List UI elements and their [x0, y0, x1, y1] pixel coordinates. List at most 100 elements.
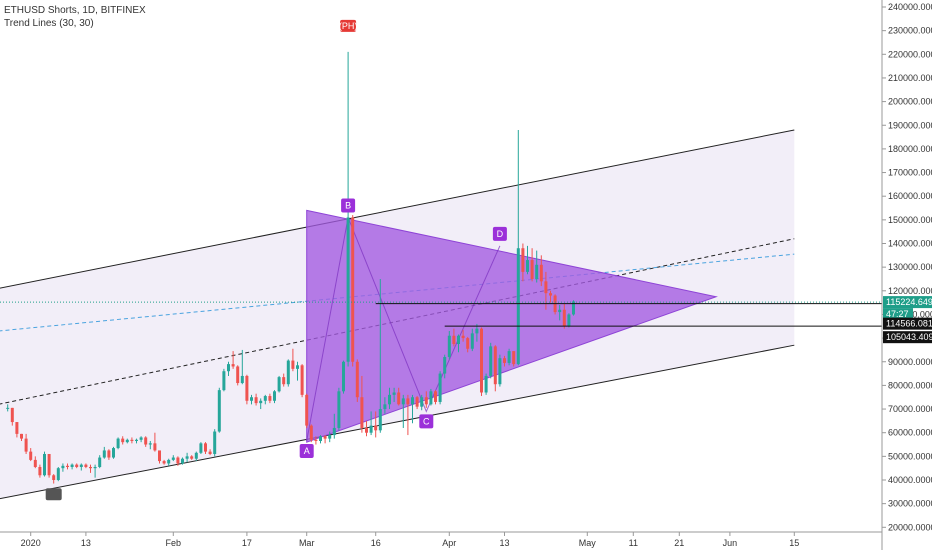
candle-body [70, 464, 74, 467]
candle-body [438, 373, 442, 402]
candle [355, 359, 359, 402]
candle-body [20, 433, 23, 439]
candle-body [89, 466, 92, 469]
last-price-label: 115224.6497 [886, 297, 932, 307]
candle [365, 420, 368, 437]
candle-body [176, 457, 180, 464]
candle-body [461, 335, 465, 339]
candle [93, 464, 97, 478]
candle-body [263, 396, 267, 401]
candle-body [420, 397, 424, 407]
candle [240, 349, 244, 385]
candle [273, 390, 276, 404]
candle-body [475, 328, 479, 334]
candle-body [79, 464, 83, 467]
candle [176, 456, 180, 466]
candle-body [282, 377, 286, 385]
candle [20, 433, 23, 441]
candle-body [562, 309, 566, 327]
ph-badge: (PH) [339, 19, 357, 32]
candle [199, 442, 203, 454]
candle [424, 391, 428, 408]
badge-bg [492, 226, 507, 241]
candle-body [277, 377, 281, 392]
candle-body [208, 451, 212, 454]
candle [217, 387, 221, 433]
candle [33, 456, 37, 469]
candle-body [332, 427, 336, 436]
candle-body [222, 371, 226, 391]
candle [112, 446, 115, 459]
candle [553, 294, 557, 315]
y-tick-label: 150000.0000 [888, 215, 932, 225]
x-tick-label: 13 [81, 538, 91, 548]
x-tick-label: Jun [723, 538, 738, 548]
candle-body [231, 364, 235, 367]
y-tick-label: 20000.0000 [888, 522, 932, 532]
level-1-label-bg [883, 317, 932, 330]
candle-body [6, 407, 10, 409]
candle-body [47, 453, 51, 476]
candle [466, 336, 470, 353]
candle [397, 387, 401, 406]
candle [549, 290, 552, 303]
y-tick-label: 130000.0000 [888, 262, 932, 272]
candle [66, 463, 69, 470]
candle [208, 449, 212, 456]
candle [139, 436, 143, 443]
candle [457, 334, 460, 353]
candle-body [291, 360, 295, 369]
candle-body [521, 248, 525, 272]
candle-body [305, 394, 309, 426]
pattern-badge-d: D [492, 226, 507, 241]
candle [259, 398, 263, 410]
candle-body [429, 391, 433, 405]
candle-body [443, 357, 447, 374]
indicator-title: Trend Lines (30, 30) [4, 18, 94, 29]
candle [447, 331, 451, 360]
candle [392, 387, 396, 402]
candle-body [489, 346, 493, 376]
candle-body [539, 264, 543, 282]
candle-body [98, 457, 102, 467]
candle [75, 463, 79, 469]
candle [489, 342, 493, 379]
candle-body [15, 422, 19, 434]
y-tick-label: 190000.0000 [888, 120, 932, 130]
y-tick-label: 30000.0000 [888, 499, 932, 509]
candle-body [158, 450, 161, 462]
candle [79, 463, 83, 471]
pattern-badge-c: C [419, 414, 434, 429]
y-tick-label: 40000.0000 [888, 475, 932, 485]
candle-body [530, 260, 534, 279]
candle-body [319, 436, 322, 441]
candle-body [346, 217, 350, 362]
candle [539, 255, 543, 287]
candle-body [516, 248, 520, 365]
candle-body [355, 361, 359, 398]
candle [470, 328, 474, 352]
candle-body [365, 427, 368, 433]
candle [213, 429, 217, 457]
candle [84, 463, 88, 469]
candle [15, 422, 19, 438]
channel-lower-line [0, 344, 795, 500]
candle [567, 313, 571, 328]
candle [158, 450, 161, 464]
candle [43, 451, 46, 477]
candle [406, 394, 410, 436]
candle [562, 303, 566, 329]
price-axis[interactable]: 20000.0000 30000.0000 40000.0000 50000.0000… [881, 0, 932, 550]
candle-body [190, 456, 194, 459]
y-tick-label: 220000.0000 [888, 49, 932, 59]
time-axis[interactable]: 2020 13 Feb 17 Mar 16 Apr 13 May 11 21 Jun 15 [0, 531, 882, 548]
candle [47, 453, 51, 478]
candle-body [498, 358, 502, 385]
candle-body [383, 404, 387, 410]
candles [6, 51, 575, 484]
candle-body [240, 375, 244, 384]
y-tick-label: 60000.0000 [888, 428, 932, 438]
candle-body [535, 264, 539, 279]
